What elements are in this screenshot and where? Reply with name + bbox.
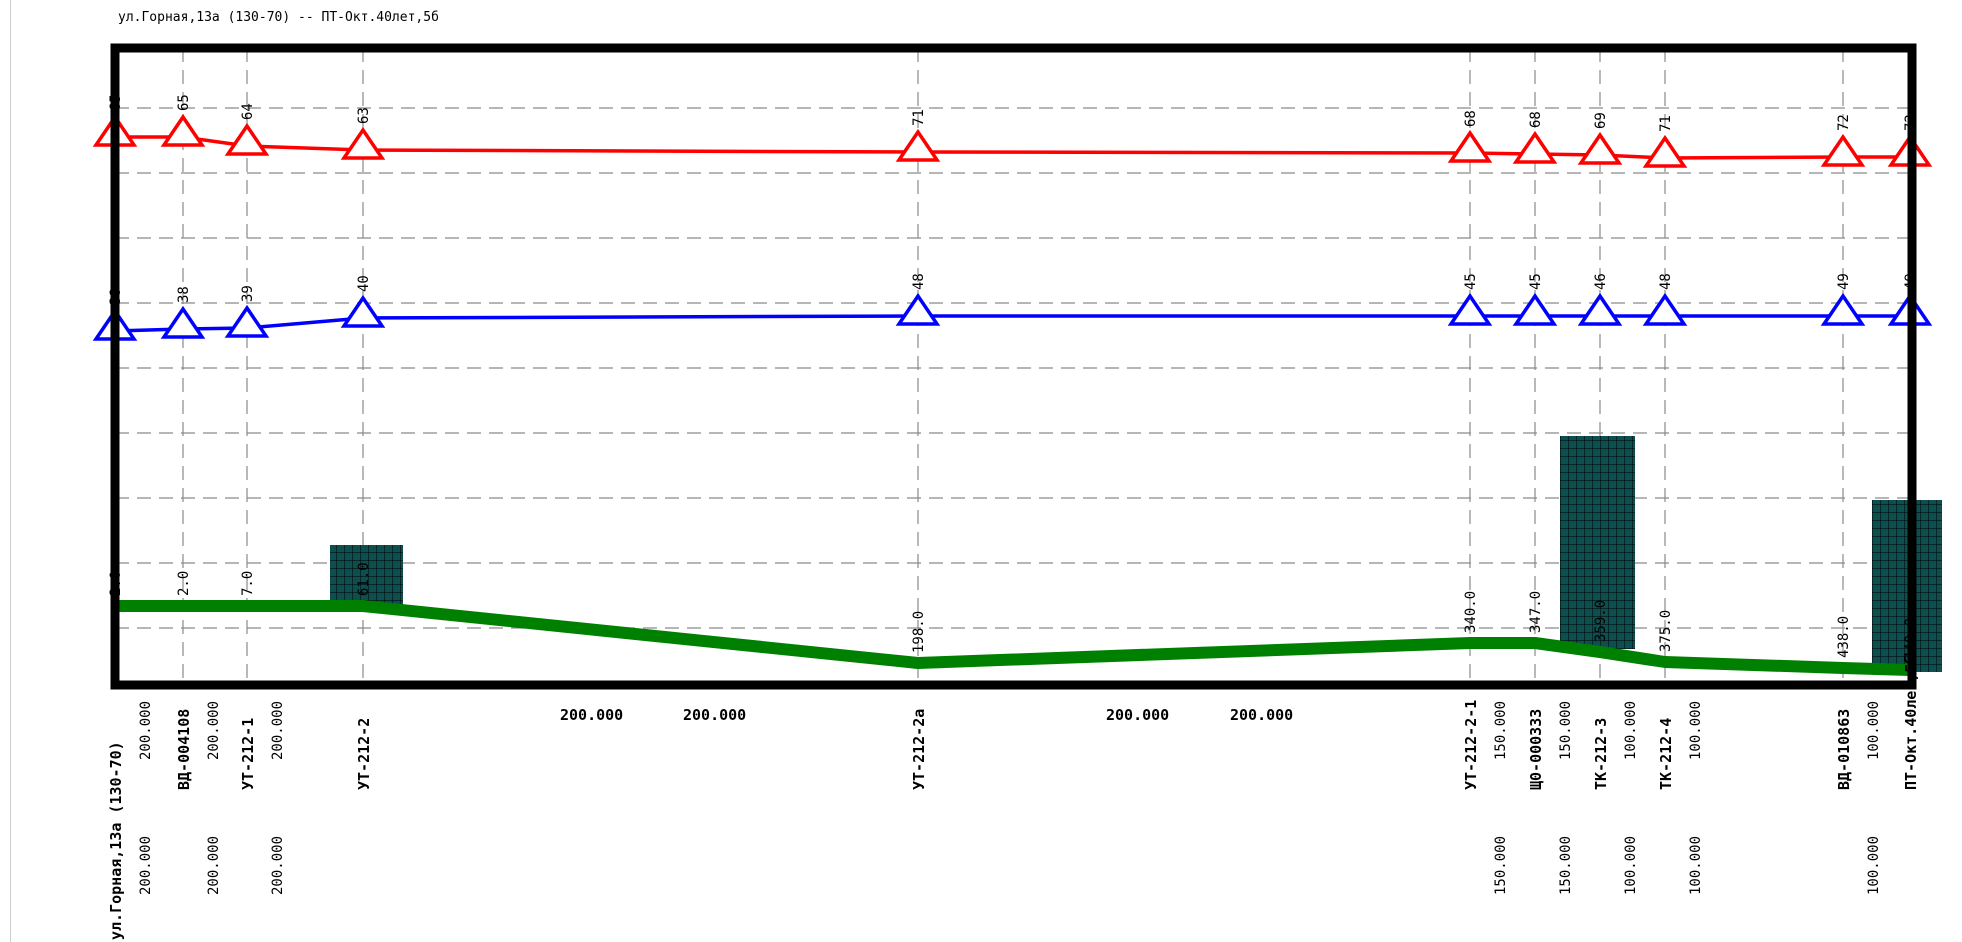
supply-marker xyxy=(895,128,941,162)
node-name-label: ТК-212-3 xyxy=(1592,718,1610,790)
supply-value-label: 68 xyxy=(1463,110,1479,127)
node-name-label: ТК-212-4 xyxy=(1657,718,1675,790)
elevation-label: 438.0 xyxy=(1836,616,1852,658)
return-marker xyxy=(1512,292,1558,326)
segment-length-lower: 200.000 xyxy=(270,836,286,895)
return-value-label: 45 xyxy=(1463,273,1479,290)
segment-length-upper: 150.000 xyxy=(1558,701,1574,760)
elevation-label: 375.0 xyxy=(1658,610,1674,652)
return-value-label: 48 xyxy=(1658,273,1674,290)
elevation-label: 359.0 xyxy=(1593,600,1609,642)
node-name-label: ВД-004108 xyxy=(175,709,193,790)
segment-length-upper: 200.000 xyxy=(270,701,286,760)
return-marker xyxy=(895,292,941,326)
segment-length-lower: 200.000 xyxy=(138,836,154,895)
return-marker xyxy=(340,294,386,328)
supply-value-label: 69 xyxy=(1593,112,1609,129)
ground-profile xyxy=(115,600,1911,676)
supply-value-label: 63 xyxy=(356,107,372,124)
ground-profile-line xyxy=(115,600,1911,676)
chamber-blocks xyxy=(330,436,1942,672)
node-name-label: Щ0-000333 xyxy=(1527,709,1545,790)
return-value-label: 40 xyxy=(356,275,372,292)
elevation-label: 61.0 xyxy=(356,562,372,596)
return-polyline xyxy=(114,314,1910,333)
span-length-label: 200.000 xyxy=(1230,706,1293,724)
supply-value-label: 72 xyxy=(1836,114,1852,131)
supply-value-label: 71 xyxy=(1658,115,1674,132)
segment-length-upper: 200.000 xyxy=(138,701,154,760)
span-length-label: 200.000 xyxy=(683,706,746,724)
segment-length-lower: 200.000 xyxy=(206,836,222,895)
span-length-label: 200.000 xyxy=(1106,706,1169,724)
return-value-label: 38 xyxy=(176,286,192,303)
supply-polyline xyxy=(115,135,1910,160)
node-name-label: УТ-212-2а xyxy=(910,709,928,790)
segment-length-upper: 150.000 xyxy=(1493,701,1509,760)
segment-length-lower: 150.000 xyxy=(1493,836,1509,895)
supply-marker xyxy=(1447,129,1493,163)
elevation-label: 347.0 xyxy=(1528,591,1544,633)
supply-marker xyxy=(1642,134,1688,168)
return-value-label: 45 xyxy=(1528,273,1544,290)
elevation-label: 7.0 xyxy=(240,571,256,596)
profile-title: ул.Горная,13а (130-70) -- ПТ-Окт.40лет,5… xyxy=(118,10,439,25)
return-value-label: 39 xyxy=(240,285,256,302)
node-labels: 65 38 2.0 ул.Горная,13а (130-70) 200.000 200.… xyxy=(107,94,1920,940)
return-pressure-line xyxy=(92,292,1933,341)
span-length-label: 200.000 xyxy=(560,706,623,724)
supply-marker xyxy=(1577,131,1623,165)
return-marker xyxy=(1577,292,1623,326)
node-name-label: УТ-212-1 xyxy=(239,718,257,790)
chamber-block xyxy=(1560,436,1635,649)
elevation-label: 198.0 xyxy=(911,611,927,653)
supply-value-label: 65 xyxy=(176,94,192,111)
node-name-label: УТ-212-2-1 xyxy=(1462,700,1480,790)
chamber-block xyxy=(1872,500,1942,672)
window-left-border xyxy=(10,0,11,942)
supply-value-label: 68 xyxy=(1528,111,1544,128)
plot-frame xyxy=(110,43,1917,690)
supply-marker xyxy=(1820,133,1866,167)
segment-length-lower: 100.000 xyxy=(1623,836,1639,895)
elevation-label: 2.0 xyxy=(176,571,192,596)
supply-marker xyxy=(340,126,386,160)
segment-length-lower: 100.000 xyxy=(1688,836,1704,895)
segment-length-upper: 100.000 xyxy=(1623,701,1639,760)
return-marker xyxy=(1820,292,1866,326)
segment-length-lower: 150.000 xyxy=(1558,836,1574,895)
elevation-label: 340.0 xyxy=(1463,591,1479,633)
return-marker xyxy=(1642,292,1688,326)
return-marker xyxy=(224,304,270,338)
segment-length-upper: 100.000 xyxy=(1866,701,1882,760)
supply-value-label: 71 xyxy=(911,109,927,126)
node-name-label: ВД-010863 xyxy=(1835,709,1853,790)
supply-value-label: 64 xyxy=(240,103,256,120)
segment-length-lower: 100.000 xyxy=(1866,836,1882,895)
return-value-label: 48 xyxy=(911,273,927,290)
segment-length-upper: 100.000 xyxy=(1688,701,1704,760)
return-value-label: 46 xyxy=(1593,273,1609,290)
segment-length-upper: 200.000 xyxy=(206,701,222,760)
node-name-label: ул.Горная,13а (130-70) xyxy=(107,741,125,940)
node-name-label: УТ-212-2 xyxy=(355,718,373,790)
chamber-block xyxy=(330,545,403,605)
return-marker xyxy=(160,305,206,339)
return-marker xyxy=(1447,292,1493,326)
supply-marker xyxy=(224,122,270,156)
supply-marker xyxy=(160,113,206,147)
return-value-label: 49 xyxy=(1836,273,1852,290)
supply-marker xyxy=(1512,130,1558,164)
